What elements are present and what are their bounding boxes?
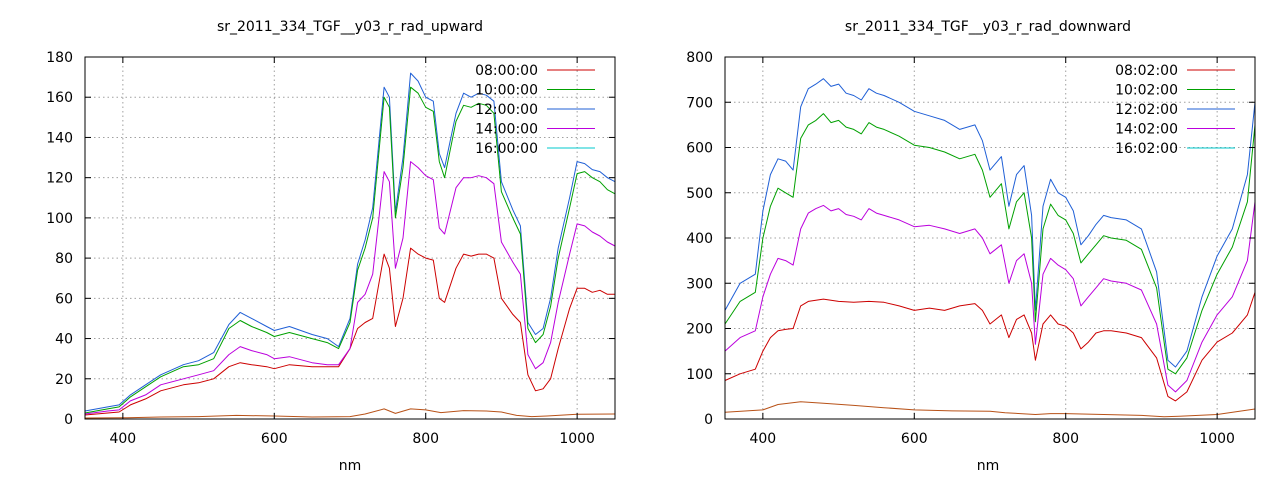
chart-title: sr_2011_334_TGF__y03_r_rad_downward	[845, 19, 1131, 35]
y-tick-label: 0	[64, 412, 73, 428]
series-line	[84, 72, 616, 412]
legend-label: 14:02:00	[1115, 122, 1178, 138]
x-tick-label: 800	[412, 431, 439, 447]
legend: 08:00:00 10:00:00 12:00:00 14:00:00 16:00:00	[475, 63, 595, 157]
series-line	[724, 201, 1256, 393]
x-tick-label: 1000	[1199, 431, 1235, 447]
series-line	[84, 86, 616, 414]
series-line	[84, 161, 616, 415]
x-axis-label: nm	[977, 458, 1000, 474]
y-tick-label: 0	[704, 412, 713, 428]
series-layer	[724, 78, 1256, 418]
series-line	[724, 401, 1256, 418]
y-tick-label: 120	[46, 171, 73, 187]
series-line	[724, 292, 1256, 402]
legend-label: 16:00:00	[475, 141, 538, 157]
x-axis-label: nm	[339, 458, 362, 474]
y-tick-label: 180	[46, 50, 73, 66]
series-layer	[84, 72, 616, 419]
plot-frame	[84, 56, 616, 420]
y-tick-label: 100	[686, 367, 713, 383]
legend-label: 12:00:00	[475, 102, 538, 118]
grid	[725, 57, 1255, 419]
legend-label: 10:00:00	[475, 83, 538, 99]
x-tick-label: 600	[261, 431, 288, 447]
y-tick-label: 800	[686, 50, 713, 66]
legend-label: 08:02:00	[1115, 63, 1178, 79]
ticks: 400 600 800 1000 0 100 200 300 400 500 600 700 800	[686, 50, 1255, 447]
legend: 08:02:00 10:02:00 12:02:00 14:02:00 16:02:00	[1115, 63, 1235, 157]
y-tick-label: 400	[686, 231, 713, 247]
legend-label: 14:00:00	[475, 122, 538, 138]
series-line	[724, 113, 1256, 375]
legend-label: 16:02:00	[1115, 141, 1178, 157]
x-tick-label: 600	[901, 431, 928, 447]
y-tick-label: 600	[686, 141, 713, 157]
y-tick-label: 40	[55, 332, 73, 348]
legend-label: 12:02:00	[1115, 102, 1178, 118]
series-line	[724, 78, 1256, 368]
x-tick-label: 400	[749, 431, 776, 447]
legend-label: 10:02:00	[1115, 83, 1178, 99]
series-line	[84, 408, 616, 419]
chart-title: sr_2011_334_TGF__y03_r_rad_upward	[217, 19, 483, 35]
y-tick-label: 200	[686, 322, 713, 338]
y-tick-label: 60	[55, 291, 73, 307]
y-tick-label: 80	[55, 251, 73, 267]
legend-label: 08:00:00	[475, 63, 538, 79]
ticks: 400 600 800 1000 0 20 40 60 80 100 120 140 160 180	[46, 50, 615, 447]
upward-chart-panel: sr_2011_334_TGF__y03_r_rad_upward 400 600…	[46, 19, 616, 474]
y-tick-label: 100	[46, 211, 73, 227]
y-tick-label: 20	[55, 372, 73, 388]
y-tick-label: 700	[686, 95, 713, 111]
downward-chart-panel: sr_2011_334_TGF__y03_r_rad_downward 400 6…	[686, 19, 1256, 474]
y-tick-label: 140	[46, 130, 73, 146]
y-tick-label: 500	[686, 186, 713, 202]
x-tick-label: 1000	[559, 431, 595, 447]
x-tick-label: 800	[1052, 431, 1079, 447]
y-tick-label: 160	[46, 90, 73, 106]
x-tick-label: 400	[109, 431, 136, 447]
series-line	[84, 247, 615, 416]
y-tick-label: 300	[686, 276, 713, 292]
